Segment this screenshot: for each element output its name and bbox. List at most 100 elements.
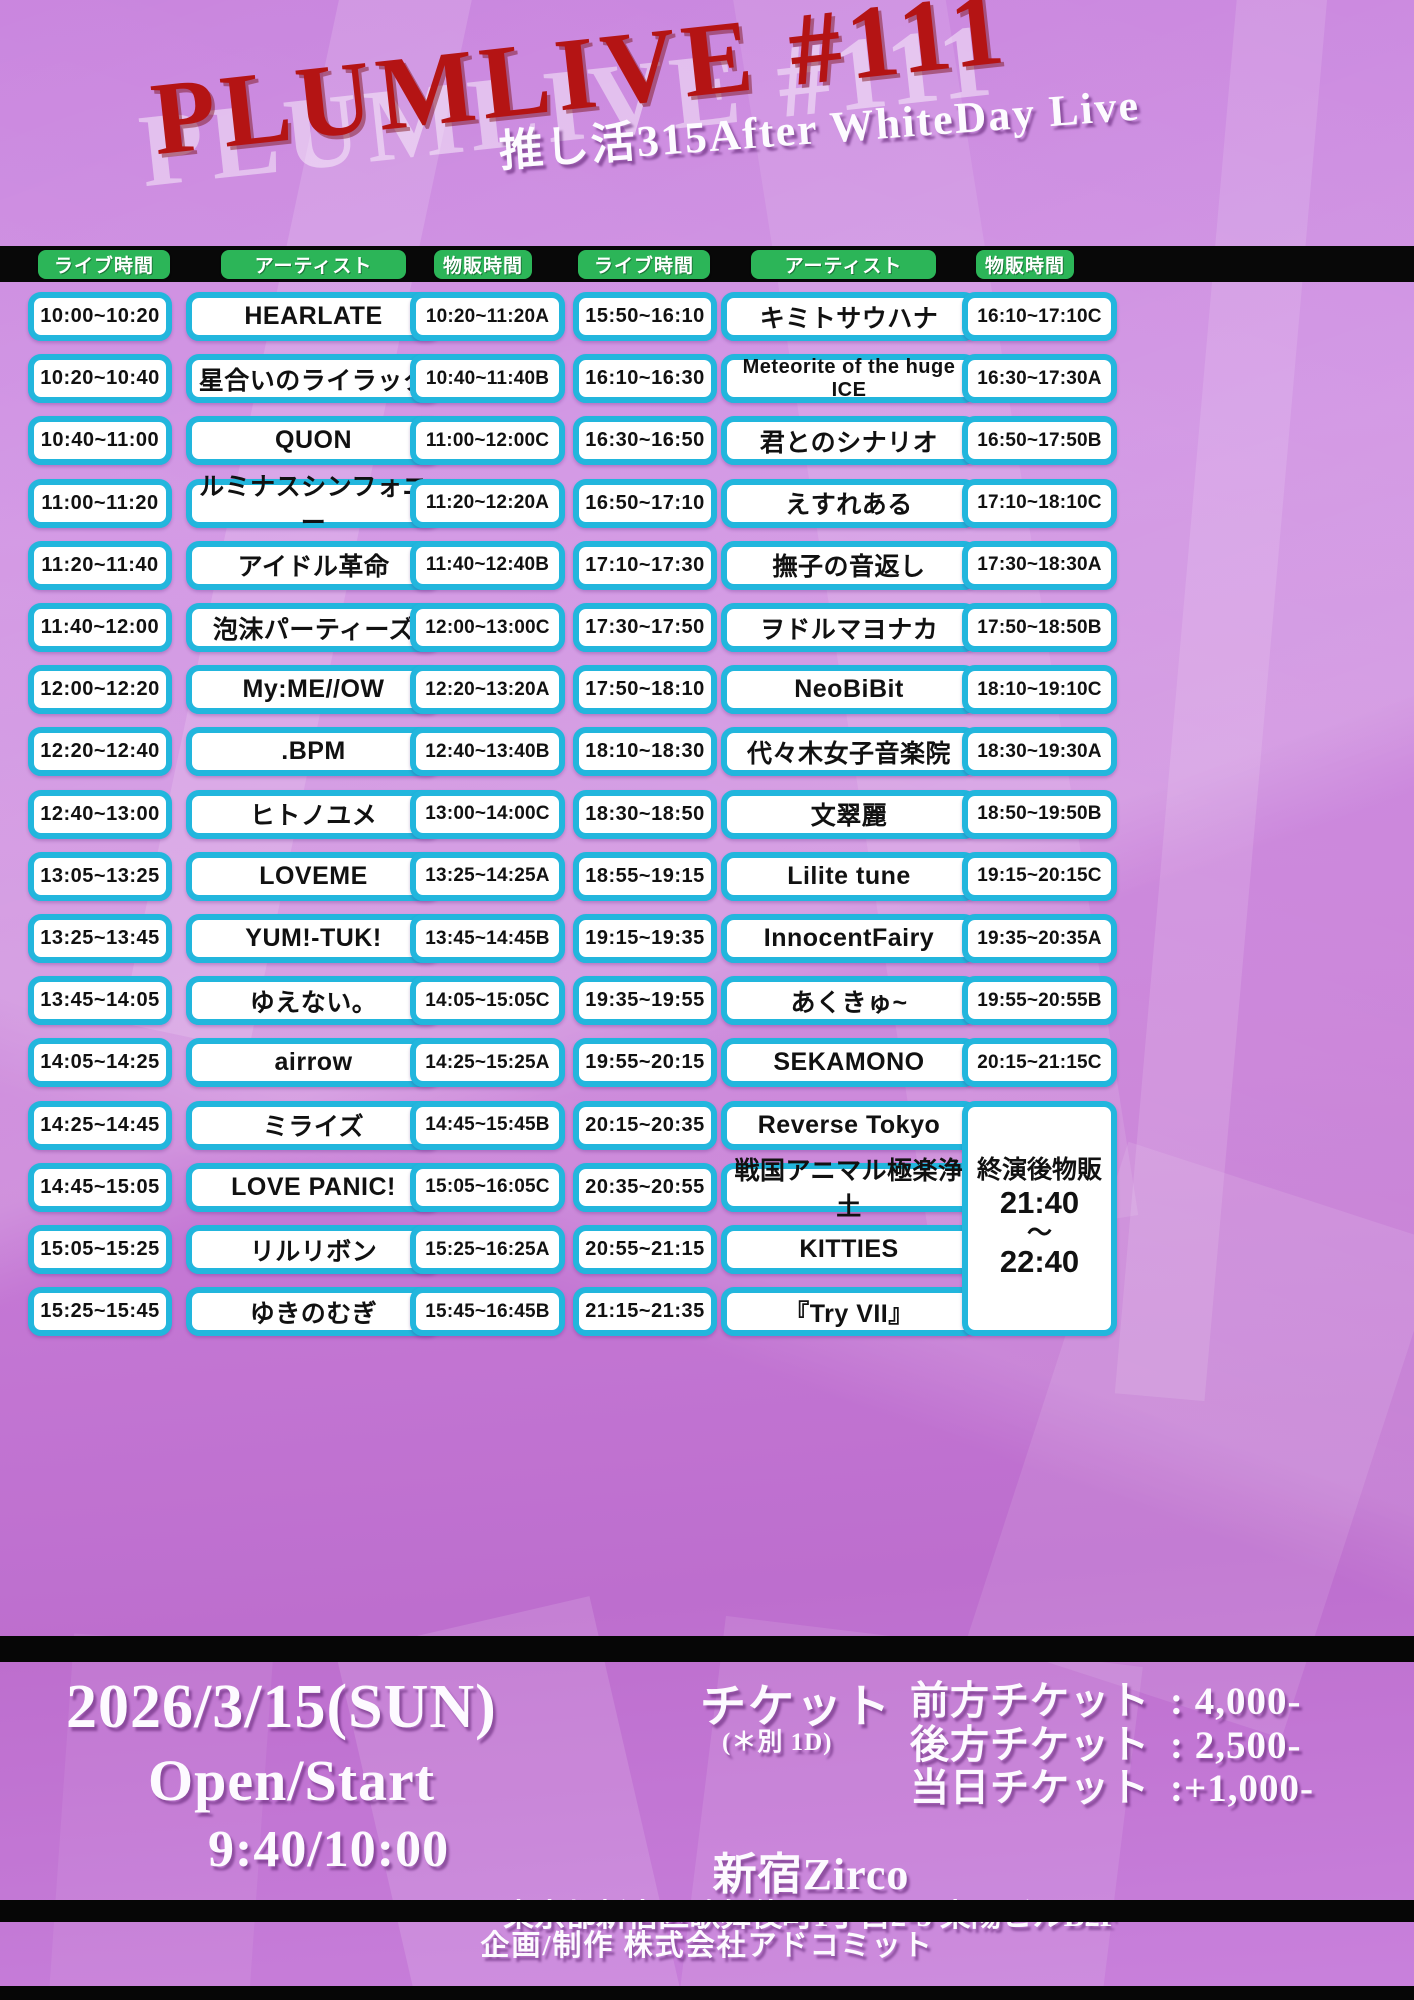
left-goods-time-cell: 11:40~12:40B xyxy=(410,540,565,590)
header-artist-right: アーティスト xyxy=(751,250,936,279)
ticket-type-label: 後方チケット xyxy=(910,1723,1151,1767)
right-live-time-cell: 16:30~16:50 xyxy=(573,416,717,466)
ticket-price-row: 後方チケット : 2,500- xyxy=(910,1724,1360,1768)
right-live-time-cell: 19:35~19:55 xyxy=(573,976,717,1026)
right-artist-cell: 『Try VII』 xyxy=(721,1287,977,1337)
left-artist-cell: ゆきのむぎ xyxy=(186,1287,441,1337)
left-goods-time-cell: 12:40~13:40B xyxy=(410,727,565,777)
title-block: PLUMLIVE #111 PLUMLIVE #111 推し活315After … xyxy=(0,0,1414,248)
right-live-time-cell: 16:10~16:30 xyxy=(573,354,717,404)
left-live-time-cell: 15:25~15:45 xyxy=(28,1287,172,1337)
ticket-price-value: :+1,000- xyxy=(1170,1767,1314,1811)
right-goods-time-cell: 19:55~20:55B xyxy=(962,976,1117,1026)
right-artist-cell: 代々木女子音楽院 xyxy=(721,727,977,777)
right-goods-time-cell: 18:10~19:10C xyxy=(962,665,1117,715)
right-live-time-cell: 20:35~20:55 xyxy=(573,1162,717,1212)
ticket-price-row: 前方チケット : 4,000- xyxy=(910,1680,1360,1724)
left-goods-time-cell: 11:00~12:00C xyxy=(410,416,565,466)
right-live-time-cell: 15:50~16:10 xyxy=(573,292,717,341)
left-artist-cell: リルリボン xyxy=(186,1225,441,1274)
header-artist-left: アーティスト xyxy=(221,250,406,279)
left-artist-cell: .BPM xyxy=(186,727,441,777)
after-show-goods-label: 終演後物販 xyxy=(976,1155,1102,1184)
right-artist-cell: NeoBiBit xyxy=(721,665,977,715)
right-live-time-cell: 18:55~19:15 xyxy=(573,851,717,901)
left-goods-time-cell: 10:40~11:40B xyxy=(410,354,565,404)
right-goods-time-cell: 19:35~20:35A xyxy=(962,914,1117,963)
left-live-time-cell: 13:05~13:25 xyxy=(28,851,172,901)
left-live-time-cell: 11:20~11:40 xyxy=(28,540,172,590)
left-artist-cell: QUON xyxy=(186,416,441,466)
left-goods-time-cell: 15:25~16:25A xyxy=(410,1225,565,1274)
right-artist-cell: キミトサウハナ xyxy=(721,292,977,341)
right-live-time-cell: 20:55~21:15 xyxy=(573,1225,717,1274)
right-live-time-cell: 19:55~20:15 xyxy=(573,1038,717,1088)
left-goods-time-cell: 13:00~14:00C xyxy=(410,789,565,839)
ticket-price-value: : 4,000- xyxy=(1170,1680,1302,1723)
header-live-time-right: ライブ時間 xyxy=(578,250,710,279)
right-goods-time-cell: 19:15~20:15C xyxy=(962,851,1117,901)
right-goods-time-cell: 20:15~21:15C xyxy=(962,1038,1117,1088)
ticket-price-list: 前方チケット : 4,000- 後方チケット : 2,500- 当日チケット :+1,00… xyxy=(910,1680,1360,1811)
right-live-time-cell: 19:15~19:35 xyxy=(573,914,717,963)
ticket-price-row: 当日チケット :+1,000- xyxy=(910,1767,1360,1811)
left-goods-time-cell: 14:45~15:45B xyxy=(410,1100,565,1150)
ticket-heading: チケット xyxy=(700,1681,892,1732)
left-goods-time-cell: 14:25~15:25A xyxy=(410,1038,565,1088)
right-live-time-cell: 17:50~18:10 xyxy=(573,665,717,715)
right-live-time-cell: 18:30~18:50 xyxy=(573,789,717,839)
right-artist-cell: 君とのシナリオ xyxy=(721,416,977,466)
right-goods-time-cell: 16:50~17:50B xyxy=(962,416,1117,466)
right-live-time-cell: 20:15~20:35 xyxy=(573,1100,717,1150)
left-live-time-cell: 13:25~13:45 xyxy=(28,914,172,963)
left-goods-time-cell: 13:45~14:45B xyxy=(410,914,565,963)
left-artist-cell: ヒトノユメ xyxy=(186,789,441,839)
left-goods-time-cell: 13:25~14:25A xyxy=(410,851,565,901)
divider-band-top xyxy=(0,1636,1414,1662)
left-live-time-cell: 10:20~10:40 xyxy=(28,354,172,404)
right-artist-cell: 戦国アニマル極楽浄土 xyxy=(721,1157,977,1221)
left-artist-cell: 泡沫パーティーズ xyxy=(186,603,441,652)
left-live-time-cell: 14:25~14:45 xyxy=(28,1100,172,1150)
right-artist-cell: えすれある xyxy=(721,478,977,528)
ticket-price-value: : 2,500- xyxy=(1170,1723,1302,1767)
left-live-time-cell: 15:05~15:25 xyxy=(28,1225,172,1274)
left-live-time-cell: 10:00~10:20 xyxy=(28,292,172,341)
right-artist-cell: Lilite tune xyxy=(721,851,977,901)
after-show-goods-divider: ～ xyxy=(1026,1218,1052,1247)
right-artist-cell: KITTIES xyxy=(721,1225,977,1274)
left-goods-time-cell: 15:05~16:05C xyxy=(410,1162,565,1212)
left-goods-time-cell: 11:20~12:20A xyxy=(410,478,565,528)
right-artist-cell: SEKAMONO xyxy=(721,1038,977,1088)
right-artist-cell: 文翠麗 xyxy=(721,789,977,839)
right-goods-time-cell: 16:10~17:10C xyxy=(962,292,1117,341)
ticket-note: (＊別 1D) xyxy=(722,1729,833,1756)
after-show-goods-start: 21:40 xyxy=(999,1185,1080,1221)
right-artist-cell: ヲドルマヨナカ xyxy=(721,603,977,652)
right-goods-time-cell: 18:50~19:50B xyxy=(962,789,1117,839)
right-goods-time-cell: 18:30~19:30A xyxy=(962,727,1117,777)
right-live-time-cell: 17:10~17:30 xyxy=(573,540,717,590)
left-goods-time-cell: 15:45~16:45B xyxy=(410,1287,565,1337)
ticket-type-label: 当日チケット xyxy=(910,1767,1151,1811)
left-live-time-cell: 14:45~15:05 xyxy=(28,1162,172,1212)
ticket-type-label: 前方チケット xyxy=(910,1680,1151,1723)
left-artist-cell: ルミナスシンフォニー xyxy=(186,473,441,537)
left-live-time-cell: 13:45~14:05 xyxy=(28,976,172,1026)
right-artist-cell: Reverse Tokyo xyxy=(721,1100,977,1150)
venue-name: 新宿Zirco xyxy=(712,1850,910,1899)
right-artist-cell: あくきゅ~ xyxy=(721,976,977,1026)
left-artist-cell: アイドル革命 xyxy=(186,540,441,590)
left-artist-cell: HEARLATE xyxy=(186,292,441,341)
right-goods-time-cell: 17:50~18:50B xyxy=(962,603,1117,652)
right-artist-cell: InnocentFairy xyxy=(721,914,977,963)
left-live-time-cell: 11:40~12:00 xyxy=(28,603,172,652)
right-artist-cell: Meteorite of the huge ICE xyxy=(721,354,977,404)
right-live-time-cell: 16:50~17:10 xyxy=(573,478,717,528)
left-live-time-cell: 14:05~14:25 xyxy=(28,1038,172,1088)
header-goods-time-left: 物販時間 xyxy=(434,250,532,279)
right-goods-time-cell: 16:30~17:30A xyxy=(962,354,1117,404)
right-artist-cell: 撫子の音返し xyxy=(721,540,977,590)
left-live-time-cell: 12:00~12:20 xyxy=(28,665,172,715)
left-artist-cell: 星合いのライラック xyxy=(186,354,441,404)
